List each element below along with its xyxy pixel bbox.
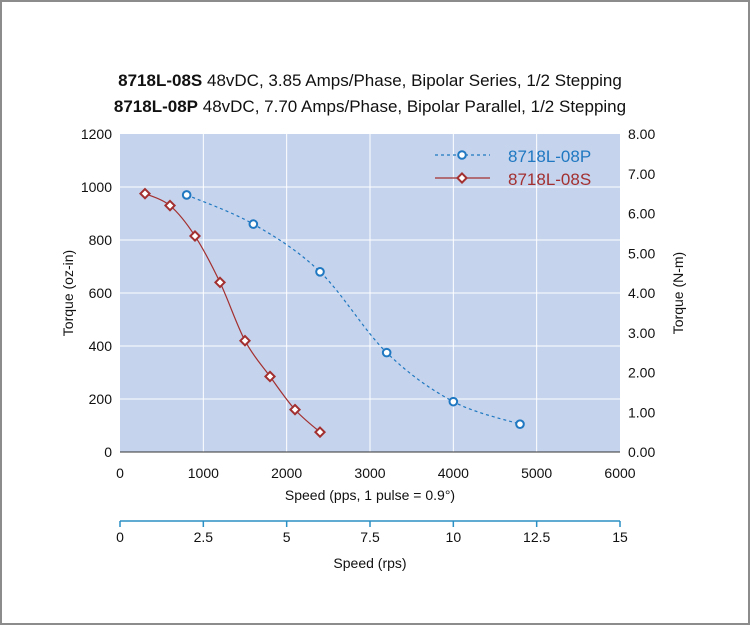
title-1-bold: 8718L-08S	[118, 71, 202, 90]
y-axis-label: Torque (oz-in)	[60, 250, 76, 336]
y2-tick-label: 0.00	[628, 444, 655, 460]
y-tick-labels: 0 200 400 600 800 1000 1200	[81, 126, 112, 460]
legend-marker	[455, 171, 469, 185]
legend-symbol-8718L-08P	[435, 150, 490, 160]
x-tick-labels: 0 1000 2000 3000 4000 5000 6000	[116, 465, 636, 481]
data-point-8718L-08P	[181, 190, 192, 200]
y2-tick-label: 5.00	[628, 245, 655, 261]
legend-label-8718L-08P: 8718L-08P	[508, 147, 591, 166]
data-point-8718L-08S	[213, 276, 227, 289]
series-layer	[138, 187, 525, 439]
x-tick-label: 0	[116, 465, 124, 481]
legend-symbol-8718L-08S	[435, 171, 490, 185]
data-point-8718L-08P	[315, 267, 325, 277]
x2-tick-label: 12.5	[523, 529, 550, 545]
y-tick-label: 600	[89, 285, 113, 301]
legend-label-8718L-08S: 8718L-08S	[508, 170, 591, 189]
x2-tick-label: 10	[446, 529, 462, 545]
data-point-8718L-08P	[515, 419, 525, 429]
y2-tick-label: 4.00	[628, 285, 655, 301]
chart-title-line-1: 8718L-08S 48vDC, 3.85 Amps/Phase, Bipola…	[118, 71, 622, 90]
data-point-8718L-08S	[163, 199, 177, 212]
x2-tick-label: 7.5	[360, 529, 380, 545]
title-1-rest: 48vDC, 3.85 Amps/Phase, Bipolar Series, …	[202, 71, 622, 90]
data-point-8718L-08P	[381, 347, 392, 358]
y2-tick-label: 3.00	[628, 325, 655, 341]
x-tick-label: 3000	[354, 465, 385, 481]
data-point-8718L-08S	[263, 370, 277, 383]
x2-tick-label: 0	[116, 529, 124, 545]
y2-tick-label: 2.00	[628, 365, 655, 381]
data-point-8718L-08S	[238, 334, 252, 347]
x-tick-label: 6000	[604, 465, 635, 481]
y2-tick-label: 7.00	[628, 166, 655, 182]
y-tick-label: 0	[104, 444, 112, 460]
y2-tick-labels: 0.00 1.00 2.00 3.00 4.00 5.00 6.00 7.00 8.00	[628, 126, 655, 460]
title-2-rest: 48vDC, 7.70 Amps/Phase, Bipolar Parallel…	[198, 97, 626, 116]
y-tick-label: 200	[89, 391, 113, 407]
x-axis-label: Speed (pps, 1 pulse = 0.9°)	[285, 487, 455, 503]
legend-marker	[457, 150, 467, 160]
y-tick-label: 1200	[81, 126, 112, 142]
y-tick-label: 800	[89, 232, 113, 248]
data-point-8718L-08S	[188, 230, 202, 243]
x-tick-label: 5000	[521, 465, 552, 481]
y2-tick-label: 6.00	[628, 206, 655, 222]
data-point-8718L-08S	[138, 187, 152, 200]
chart-title-line-2: 8718L-08P 48vDC, 7.70 Amps/Phase, Bipola…	[114, 97, 626, 116]
x2-axis-label: Speed (rps)	[333, 555, 406, 571]
y2-axis-label: Torque (N-m)	[670, 252, 686, 334]
legend: 8718L-08P 8718L-08S	[435, 147, 591, 189]
data-point-8718L-08S	[313, 426, 327, 439]
x2-tick-label: 15	[612, 529, 628, 545]
x-tick-label: 1000	[188, 465, 219, 481]
x2-axis-ticks: 0 2.5 5 7.5 10 12.5 15	[116, 521, 628, 545]
data-point-8718L-08P	[248, 219, 259, 229]
y2-tick-label: 1.00	[628, 404, 655, 420]
title-2-bold: 8718L-08P	[114, 97, 198, 116]
y2-tick-label: 8.00	[628, 126, 655, 142]
y-tick-label: 1000	[81, 179, 112, 195]
x-tick-label: 4000	[438, 465, 469, 481]
x-tick-label: 2000	[271, 465, 302, 481]
x2-tick-label: 2.5	[194, 529, 214, 545]
data-point-8718L-08P	[448, 396, 459, 407]
data-point-8718L-08S	[288, 403, 302, 416]
x2-tick-label: 5	[283, 529, 291, 545]
y-tick-label: 400	[89, 338, 113, 354]
